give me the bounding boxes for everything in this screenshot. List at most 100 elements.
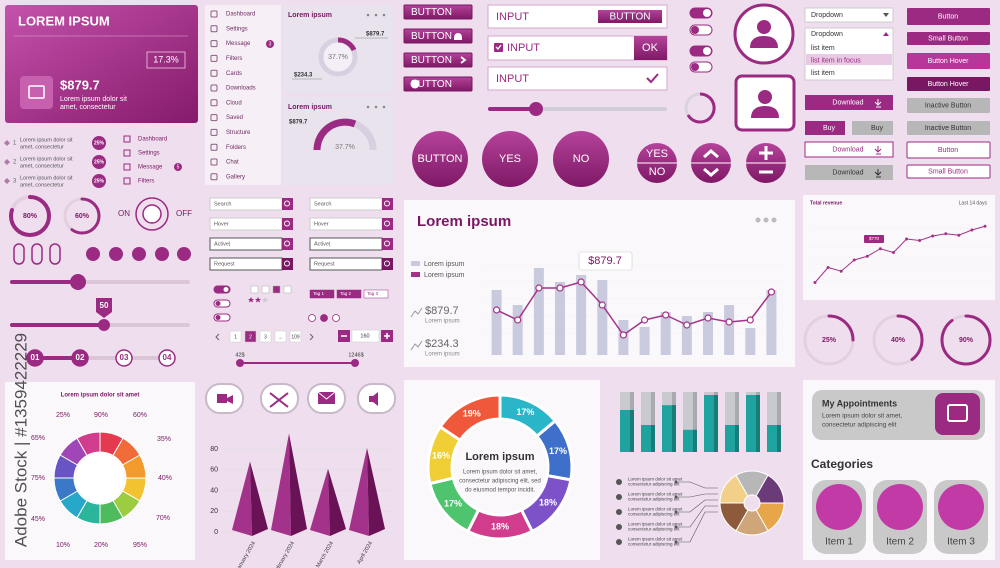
- sidebar-item: Message: [226, 41, 251, 47]
- step[interactable]: [71, 349, 89, 367]
- button[interactable]: [907, 121, 990, 135]
- cast-icon: [28, 85, 45, 99]
- search-button[interactable]: [282, 198, 293, 210]
- input[interactable]: [487, 66, 668, 91]
- input-button[interactable]: [598, 10, 662, 23]
- label: Lorem ipsum dolor sit amet: [61, 393, 140, 399]
- bar: [639, 327, 650, 355]
- label: 3: [269, 41, 272, 47]
- label: Lorem ipsum dolor sit amet: [628, 492, 683, 497]
- radio[interactable]: [332, 314, 340, 322]
- label: Download: [832, 169, 863, 176]
- icon-button[interactable]: [109, 247, 123, 261]
- download-icon: [874, 146, 882, 155]
- search-button[interactable]: [382, 198, 393, 210]
- ring-label: 90%: [959, 337, 974, 344]
- line-point: [865, 254, 869, 258]
- diamond-icon: [4, 159, 10, 165]
- range-thumb[interactable]: [236, 359, 244, 367]
- search-button[interactable]: [282, 238, 293, 250]
- checkbox[interactable]: [261, 285, 270, 294]
- step[interactable]: [158, 349, 176, 367]
- icon-button[interactable]: [177, 247, 191, 261]
- button[interactable]: [403, 52, 473, 68]
- slider-thumb[interactable]: [70, 274, 86, 290]
- label: YES: [499, 153, 521, 165]
- input-button[interactable]: [634, 36, 667, 60]
- step[interactable]: [115, 349, 133, 367]
- radial-label: 70%: [156, 515, 170, 522]
- label: 25%: [94, 178, 105, 184]
- button[interactable]: [907, 53, 990, 69]
- icon-button[interactable]: [155, 247, 169, 261]
- button[interactable]: [907, 8, 990, 25]
- connector: [676, 499, 718, 513]
- step[interactable]: [26, 349, 44, 367]
- knob: [223, 287, 229, 292]
- checkbox[interactable]: [272, 285, 281, 294]
- pyramid-face: [289, 433, 307, 536]
- button[interactable]: [906, 164, 991, 179]
- search-button[interactable]: [382, 238, 393, 250]
- label: Dropdown: [811, 31, 843, 38]
- page-button[interactable]: [289, 330, 302, 343]
- y-tick-label: 80: [210, 446, 218, 453]
- pyramid-face: [250, 461, 268, 536]
- round-button[interactable]: [412, 131, 468, 187]
- download-button[interactable]: [804, 141, 894, 158]
- dropdown[interactable]: [804, 7, 894, 23]
- page-button[interactable]: [229, 330, 242, 343]
- page-button[interactable]: [259, 330, 272, 343]
- slider-thumb[interactable]: [98, 319, 110, 331]
- page-button[interactable]: [274, 330, 287, 343]
- legend-swatch: [411, 272, 420, 277]
- ring-label: 40%: [891, 337, 906, 344]
- switch-outer[interactable]: [135, 197, 169, 231]
- label: $879.7: [425, 305, 459, 317]
- label: consectetur adipiscing elit: [628, 542, 680, 547]
- label: Active|: [214, 241, 230, 247]
- checkbox[interactable]: [250, 285, 259, 294]
- range-thumb[interactable]: [351, 359, 359, 367]
- search-button[interactable]: [282, 218, 293, 230]
- tag[interactable]: [309, 289, 335, 299]
- button[interactable]: [907, 77, 990, 91]
- sidebar-icon: [210, 69, 218, 77]
- bar-side: [630, 410, 634, 452]
- slider-thumb[interactable]: [529, 102, 543, 116]
- download-button[interactable]: [805, 165, 893, 180]
- search-button[interactable]: [382, 218, 393, 230]
- bar: [681, 316, 692, 355]
- button[interactable]: [906, 141, 991, 159]
- label: $879.7: [588, 255, 622, 267]
- search-icon: [284, 220, 290, 227]
- tag[interactable]: [336, 289, 362, 299]
- buy-button[interactable]: [805, 121, 845, 135]
- download-button[interactable]: [805, 95, 893, 110]
- radio[interactable]: [320, 314, 328, 322]
- round-button[interactable]: [553, 131, 609, 187]
- button[interactable]: [907, 98, 990, 113]
- connector-dot: [674, 525, 678, 529]
- page-button[interactable]: [244, 330, 257, 343]
- donut-slice: [438, 393, 502, 443]
- button-label: BUTTON: [411, 79, 452, 90]
- buy-button[interactable]: [852, 121, 893, 135]
- icon-button[interactable]: [86, 247, 100, 261]
- knob: [215, 315, 221, 320]
- button[interactable]: [403, 76, 473, 92]
- search-button[interactable]: [282, 258, 293, 270]
- button[interactable]: [403, 4, 473, 20]
- sidebar: [205, 5, 281, 185]
- radio[interactable]: [308, 314, 316, 322]
- round-button[interactable]: [482, 131, 538, 187]
- search-button[interactable]: [382, 258, 393, 270]
- tag[interactable]: [363, 289, 389, 299]
- progress-arc: [872, 314, 924, 366]
- label: ...: [278, 334, 282, 340]
- icon-button[interactable]: [132, 247, 146, 261]
- checkbox[interactable]: [283, 285, 292, 294]
- button[interactable]: [907, 32, 990, 45]
